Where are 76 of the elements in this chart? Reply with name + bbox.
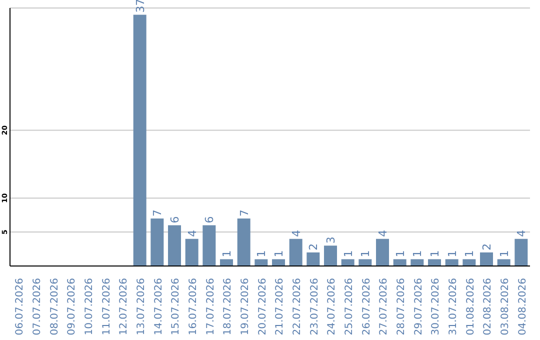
x-tick-label: 15.07.2026 [170,278,182,336]
x-tick-label: 29.07.2026 [413,278,424,336]
bar [254,259,268,266]
bar [185,238,198,266]
x-tick-label: 26.07.2026 [361,278,372,336]
data-label: 1 [255,250,268,258]
data-label: 1 [359,250,372,258]
data-label: 1 [411,250,424,258]
bar [202,225,216,266]
x-tick-label: 27.07.2026 [378,278,390,336]
bar [324,246,337,266]
x-tick-label: 17.07.2026 [205,278,216,336]
x-tick-label: 14.07.2026 [153,278,164,336]
x-tick-label: 16.07.2026 [188,278,199,336]
bar [341,259,354,266]
data-label: 1 [342,250,355,258]
data-label: 4 [515,230,528,237]
data-label: 1 [498,250,511,258]
data-label: 1 [446,250,459,258]
data-label: 1 [463,250,476,258]
x-tick-label: 18.07.2026 [222,278,234,336]
x-tick-label: 30.07.2026 [430,278,442,336]
bar [150,218,164,266]
x-tick-label: 22.07.2026 [292,278,303,336]
bar [306,252,320,266]
bar [237,218,250,266]
bar [289,238,302,266]
data-label: 1 [220,250,234,258]
x-tick-label: 28.07.2026 [396,278,407,336]
x-tick-label: 12.07.2026 [118,278,130,336]
data-label: 6 [203,216,216,224]
x-tick-label: 11.07.2026 [101,278,112,336]
data-label: 1 [272,250,286,258]
data-label: 6 [168,216,182,224]
data-label: 1 [428,250,442,258]
bar [168,225,181,266]
x-tick-label: 23.07.2026 [309,278,320,336]
x-tick-label: 20.07.2026 [257,278,268,336]
data-label: 2 [480,243,494,250]
x-tick-label: 07.07.2026 [32,278,43,336]
data-label: 7 [238,209,251,216]
data-label: 4 [376,230,390,237]
bar [410,259,424,266]
bar [462,259,476,266]
bar [428,259,441,266]
data-label: 7 [151,209,164,216]
bar [220,259,233,266]
bar [480,252,493,266]
x-tick-label: 01.08.2026 [465,278,476,336]
bar [133,14,146,266]
x-tick-label: 31.07.2026 [448,278,459,336]
x-tick-label: 02.08.2026 [482,278,494,336]
x-tick-label: 24.07.2026 [326,278,338,336]
bar [445,259,458,266]
x-tick-label: 06.07.2026 [14,278,26,336]
x-tick-label: 21.07.2026 [274,278,286,336]
x-tick-label: 13.07.2026 [136,278,147,336]
data-label: 37 [134,0,147,13]
x-tick-label: 25.07.2026 [344,278,355,336]
data-label: 4 [290,230,303,237]
bar [358,259,372,266]
x-tick-label: 03.08.2026 [500,278,511,336]
x-tick-label: 19.07.2026 [240,278,251,336]
x-tick-label: 10.07.2026 [84,278,95,336]
x-tick-label: 09.07.2026 [66,278,78,336]
bar [272,259,285,266]
bar [497,259,510,266]
x-tick-label: 08.07.2026 [49,278,60,336]
bar [514,238,528,266]
bar [376,238,389,266]
bar [393,259,406,266]
x-tick-label: 04.08.2026 [517,278,528,336]
data-label: 1 [394,250,407,258]
data-label: 4 [186,230,199,237]
data-label: 2 [307,243,320,250]
data-label: 3 [324,236,338,244]
